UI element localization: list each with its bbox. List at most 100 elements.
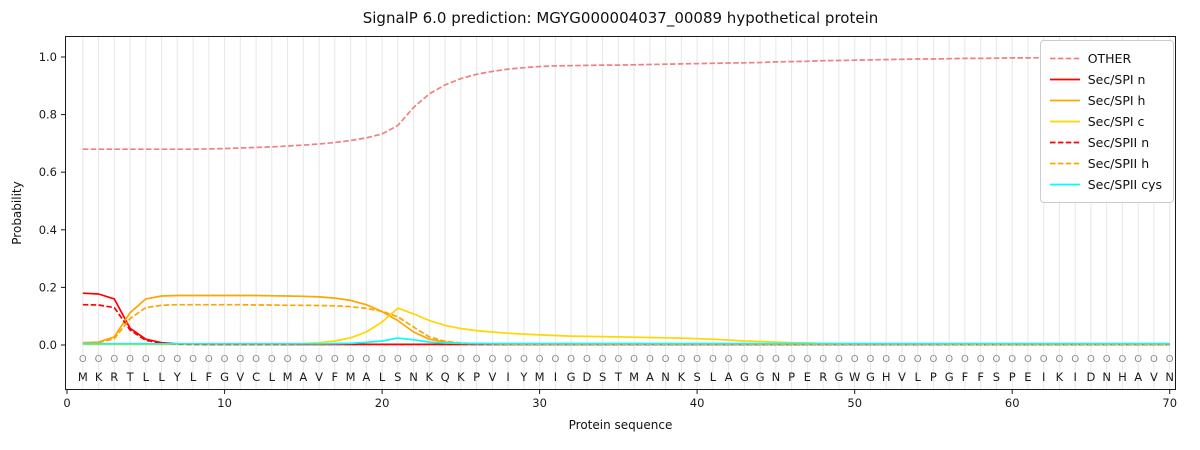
residue-letter: P <box>473 370 480 384</box>
legend-line-sample <box>1049 120 1080 123</box>
legend-item: Sec/SPI n <box>1049 69 1162 90</box>
residue-letter: G <box>866 370 875 384</box>
legend-item: OTHER <box>1049 48 1162 69</box>
position-label: O <box>882 354 890 365</box>
position-label: O <box>961 354 969 365</box>
residue-letter: K <box>1056 370 1064 384</box>
position-label: O <box>819 354 827 365</box>
legend-item: Sec/SPII cys <box>1049 174 1162 195</box>
position-label: O <box>614 354 622 365</box>
residue-letter: I <box>1073 370 1076 384</box>
position-label: O <box>394 354 402 365</box>
x-tick-label: 10 <box>217 396 232 410</box>
position-label: O <box>1150 354 1158 365</box>
residue-letter: L <box>143 370 150 384</box>
legend-item: Sec/SPI c <box>1049 111 1162 132</box>
x-tick-label: 70 <box>1162 396 1177 410</box>
residue-letter: A <box>646 370 654 384</box>
position-label: O <box>221 354 229 365</box>
residue-letter: G <box>756 370 765 384</box>
position-label: O <box>473 354 481 365</box>
position-label: O <box>205 354 213 365</box>
residue-letter: G <box>740 370 749 384</box>
position-label: O <box>441 354 449 365</box>
x-axis-label: Protein sequence <box>568 418 673 432</box>
position-label: O <box>362 354 370 365</box>
x-tick-label: 40 <box>690 396 705 410</box>
residue-letter: I <box>1042 370 1045 384</box>
residue-letter: G <box>220 370 229 384</box>
axes-box <box>65 36 1176 390</box>
residue-letter: N <box>661 370 670 384</box>
legend-label: Sec/SPI h <box>1087 93 1146 108</box>
residue-letter: P <box>1009 370 1016 384</box>
position-label: O <box>315 354 323 365</box>
residue-letter: T <box>126 370 135 384</box>
position-label: O <box>504 354 512 365</box>
residue-letter: M <box>78 370 88 384</box>
residue-letter: L <box>914 370 921 384</box>
position-label: O <box>457 354 465 365</box>
position-label: O <box>851 354 859 365</box>
residue-letter: S <box>394 370 401 384</box>
y-tick-label: 0.0 <box>39 338 57 352</box>
legend-item: Sec/SPII n <box>1049 132 1162 153</box>
residue-letter: S <box>599 370 606 384</box>
position-label: O <box>284 354 292 365</box>
position-label: O <box>1008 354 1016 365</box>
position-label: O <box>173 354 181 365</box>
position-label: O <box>567 354 575 365</box>
position-label: O <box>1071 354 1079 365</box>
residue-letter: F <box>331 370 338 384</box>
residue-letter: W <box>849 370 860 384</box>
x-tick-label: 60 <box>1005 396 1020 410</box>
residue-letter: D <box>1086 370 1095 384</box>
residue-letter: P <box>930 370 937 384</box>
position-label: O <box>725 354 733 365</box>
position-label: O <box>1055 354 1063 365</box>
residue-letter: H <box>882 370 891 384</box>
residue-letter: R <box>819 370 827 384</box>
residue-letter: V <box>315 370 323 384</box>
position-label: O <box>425 354 433 365</box>
position-label: O <box>599 354 607 365</box>
legend-item: Sec/SPI h <box>1049 90 1162 111</box>
residue-letter: A <box>725 370 733 384</box>
position-label: O <box>693 354 701 365</box>
residue-letter: F <box>977 370 984 384</box>
y-tick-label: 0.4 <box>39 223 57 237</box>
residue-letter: V <box>1150 370 1158 384</box>
y-axis-label: Probability <box>10 181 24 245</box>
residue-letter: M <box>629 370 639 384</box>
position-label: O <box>788 354 796 365</box>
residue-letter: A <box>1134 370 1142 384</box>
residue-letter: L <box>158 370 165 384</box>
position-label: O <box>630 354 638 365</box>
residue-letter: K <box>95 370 103 384</box>
residue-letter: N <box>1165 370 1174 384</box>
position-label: O <box>740 354 748 365</box>
residue-letter: I <box>554 370 557 384</box>
residue-letter: M <box>346 370 356 384</box>
position-label: O <box>583 354 591 365</box>
position-label: O <box>646 354 654 365</box>
position-label: O <box>95 354 103 365</box>
residue-letter: N <box>1102 370 1111 384</box>
legend-label: Sec/SPII h <box>1087 156 1150 171</box>
x-tick-label: 50 <box>847 396 862 410</box>
residue-letter: Y <box>173 370 182 384</box>
residue-letter: G <box>945 370 954 384</box>
position-label: O <box>835 354 843 365</box>
y-tick-label: 1.0 <box>39 50 57 64</box>
residue-letter: G <box>567 370 576 384</box>
position-label: O <box>410 354 418 365</box>
position-label: O <box>709 354 717 365</box>
legend-item: Sec/SPII h <box>1049 153 1162 174</box>
position-label: O <box>331 354 339 365</box>
residue-letter: T <box>614 370 623 384</box>
position-label: O <box>756 354 764 365</box>
series-line-other <box>82 56 1170 151</box>
y-tick-label: 0.6 <box>39 165 57 179</box>
residue-letter: A <box>299 370 307 384</box>
